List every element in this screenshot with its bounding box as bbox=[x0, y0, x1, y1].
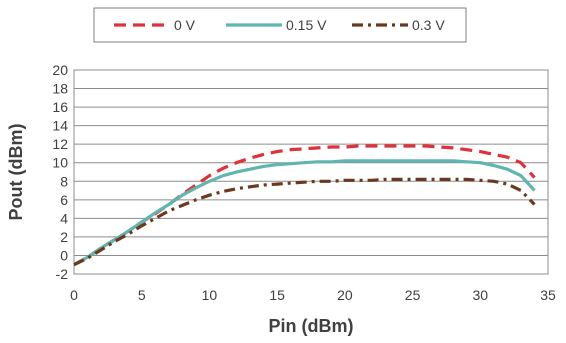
y-tick-label: 12 bbox=[52, 136, 68, 152]
y-tick-label: 4 bbox=[60, 210, 68, 226]
y-tick-label: 16 bbox=[52, 99, 68, 115]
y-tick-label: 2 bbox=[60, 229, 68, 245]
x-axis-title: Pin (dBm) bbox=[269, 316, 354, 336]
plot-area-frame bbox=[73, 69, 549, 275]
x-tick-label: 20 bbox=[337, 287, 353, 303]
series-group bbox=[73, 144, 536, 267]
series-line-1 bbox=[73, 159, 536, 267]
legend-label-2: 0.3 V bbox=[412, 17, 445, 33]
x-tick-label: 5 bbox=[138, 287, 146, 303]
y-tick-label: 14 bbox=[52, 118, 68, 134]
y-tick-label: 0 bbox=[60, 247, 68, 263]
legend: 0 V 0.15 V 0.3 V bbox=[93, 7, 467, 43]
series-line-2 bbox=[73, 177, 536, 267]
y-tick-label: 6 bbox=[60, 192, 68, 208]
x-tick-label: 30 bbox=[472, 287, 488, 303]
x-tick-label: 10 bbox=[202, 287, 218, 303]
x-tick-label: 25 bbox=[405, 287, 421, 303]
legend-label-0: 0 V bbox=[174, 17, 196, 33]
y-tick-label: -2 bbox=[56, 266, 69, 282]
grid bbox=[74, 69, 548, 275]
x-tick-label: 15 bbox=[269, 287, 285, 303]
x-tick-label: 35 bbox=[540, 287, 556, 303]
y-axis-title: Pout (dBm) bbox=[6, 124, 26, 221]
y-tick-label: 10 bbox=[52, 155, 68, 171]
y-tick-label: 20 bbox=[52, 62, 68, 78]
legend-label-1: 0.15 V bbox=[286, 17, 327, 33]
y-tick-label: 8 bbox=[60, 173, 68, 189]
x-tick-label: 0 bbox=[70, 287, 78, 303]
y-tick-label: 18 bbox=[52, 81, 68, 97]
